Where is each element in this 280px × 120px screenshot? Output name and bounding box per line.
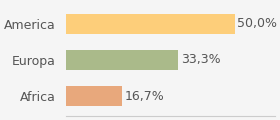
Bar [66,50,178,70]
Bar [66,14,235,34]
Text: 50,0%: 50,0% [237,18,277,30]
Text: 33,3%: 33,3% [181,54,220,66]
Text: 16,7%: 16,7% [125,90,164,102]
Bar [66,86,122,106]
